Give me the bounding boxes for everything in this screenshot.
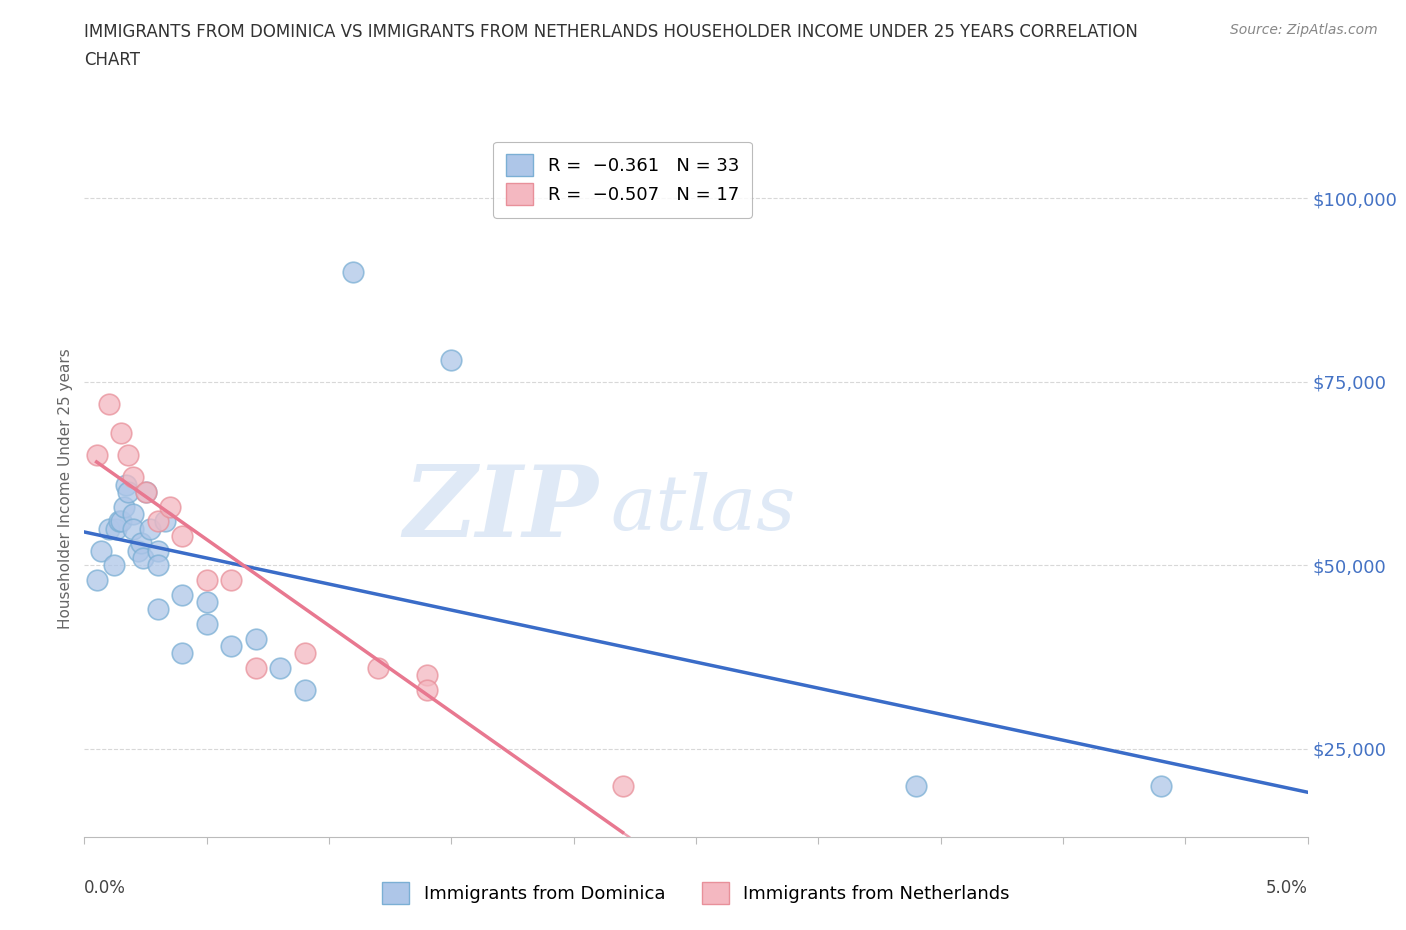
Point (245, 631, 267, 646)
Point (107, 514, 129, 529)
Text: 0.0%: 0.0% (84, 879, 127, 897)
Point (110, 426, 132, 441)
Y-axis label: Householder Income Under 25 years: Householder Income Under 25 years (58, 348, 73, 629)
Point (146, 558, 169, 573)
Text: Source: ZipAtlas.com: Source: ZipAtlas.com (1230, 23, 1378, 37)
Text: 5.0%: 5.0% (1265, 879, 1308, 897)
Point (1150, 778, 1173, 793)
Point (219, 639, 242, 654)
Point (269, 660, 291, 675)
Point (294, 646, 316, 661)
Point (112, 499, 135, 514)
Point (440, 352, 463, 367)
Point (195, 594, 218, 609)
Point (146, 514, 169, 529)
Point (195, 617, 218, 631)
Point (117, 447, 139, 462)
Point (86, 573, 108, 588)
Point (172, 646, 194, 661)
Point (97, 396, 120, 411)
Point (416, 668, 439, 683)
Point (132, 551, 155, 565)
Point (122, 507, 145, 522)
Point (342, 264, 364, 279)
Point (135, 485, 157, 499)
Point (416, 683, 439, 698)
Point (146, 543, 169, 558)
Text: IMMIGRANTS FROM DOMINICA VS IMMIGRANTS FROM NETHERLANDS HOUSEHOLDER INCOME UNDER: IMMIGRANTS FROM DOMINICA VS IMMIGRANTS F… (84, 23, 1139, 41)
Point (612, 778, 634, 793)
Point (135, 485, 157, 499)
Point (110, 514, 132, 529)
Point (117, 485, 139, 499)
Point (97, 521, 120, 536)
Point (195, 573, 218, 588)
Point (86, 447, 108, 462)
Point (129, 536, 152, 551)
Point (103, 558, 125, 573)
Point (115, 477, 138, 492)
Point (159, 499, 181, 514)
Point (122, 470, 145, 485)
Point (127, 543, 149, 558)
Point (122, 521, 145, 536)
Point (367, 660, 389, 675)
Point (146, 602, 169, 617)
Point (245, 660, 267, 675)
Legend: Immigrants from Dominica, Immigrants from Netherlands: Immigrants from Dominica, Immigrants fro… (375, 875, 1017, 911)
Point (905, 778, 928, 793)
Point (219, 573, 242, 588)
Text: atlas: atlas (610, 472, 796, 546)
Point (105, 521, 128, 536)
Point (172, 587, 194, 602)
Point (153, 514, 176, 529)
Point (172, 528, 194, 543)
Text: CHART: CHART (84, 51, 141, 69)
Point (294, 683, 316, 698)
Point (139, 521, 162, 536)
Text: ZIP: ZIP (404, 461, 598, 557)
Point (90, 543, 112, 558)
